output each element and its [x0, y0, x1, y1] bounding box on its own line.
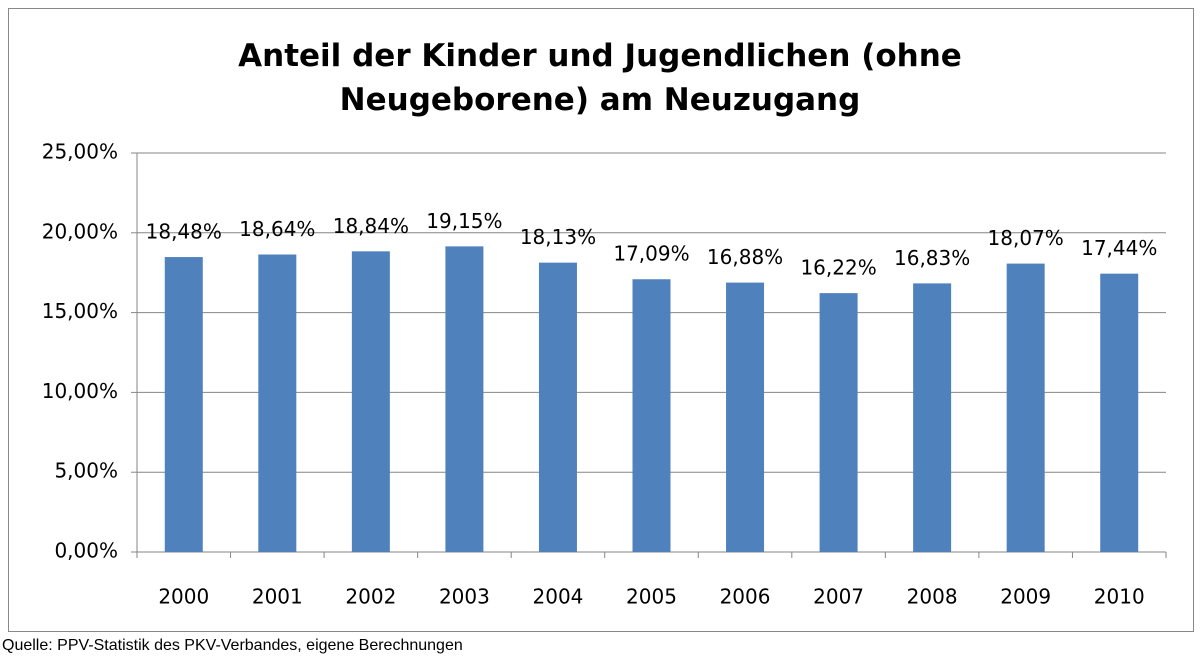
data-label: 18,07% [988, 226, 1064, 250]
x-tick-label: 2010 [1094, 585, 1145, 609]
x-tick-label: 2003 [439, 585, 490, 609]
x-tick-label: 2001 [252, 585, 303, 609]
chart-title: Anteil der Kinder und Jugendlichen (ohne… [238, 38, 962, 118]
y-tick-label: 10,00% [42, 379, 118, 403]
data-label: 18,48% [146, 220, 222, 244]
bar [258, 254, 297, 552]
y-tick-label: 0,00% [54, 539, 118, 563]
x-tick-label: 2006 [720, 585, 771, 609]
x-tick-label: 2005 [626, 585, 677, 609]
bar [1006, 263, 1045, 552]
x-tick-label: 2007 [813, 585, 864, 609]
data-label: 18,64% [239, 217, 315, 241]
x-tick-label: 2000 [158, 585, 209, 609]
data-label: 16,88% [707, 245, 783, 269]
data-label: 18,13% [520, 225, 596, 249]
data-label: 17,09% [613, 242, 689, 266]
bar [351, 251, 390, 552]
data-label: 16,83% [894, 246, 970, 270]
y-tick-label: 20,00% [42, 219, 118, 243]
source-note: Quelle: PPV-Statistik des PKV-Verbandes,… [2, 637, 463, 654]
y-tick-label: 25,00% [42, 140, 118, 164]
data-label: 19,15% [426, 209, 502, 233]
x-tick-label: 2004 [533, 585, 584, 609]
data-label: 16,22% [800, 256, 876, 280]
data-label: 18,84% [333, 214, 409, 238]
y-tick-label: 15,00% [42, 299, 118, 323]
bar [819, 293, 858, 552]
bar [632, 279, 671, 552]
x-tick-label: 2008 [907, 585, 958, 609]
y-tick-label: 5,00% [54, 459, 118, 483]
bar [726, 282, 765, 552]
bar [1100, 273, 1139, 552]
x-tick-label: 2002 [345, 585, 396, 609]
bar [913, 283, 952, 552]
bar [445, 246, 484, 552]
data-label: 17,44% [1081, 236, 1157, 260]
x-tick-label: 2009 [1000, 585, 1051, 609]
bar [164, 257, 203, 552]
bar [538, 262, 577, 552]
chart-frame [8, 8, 1194, 632]
